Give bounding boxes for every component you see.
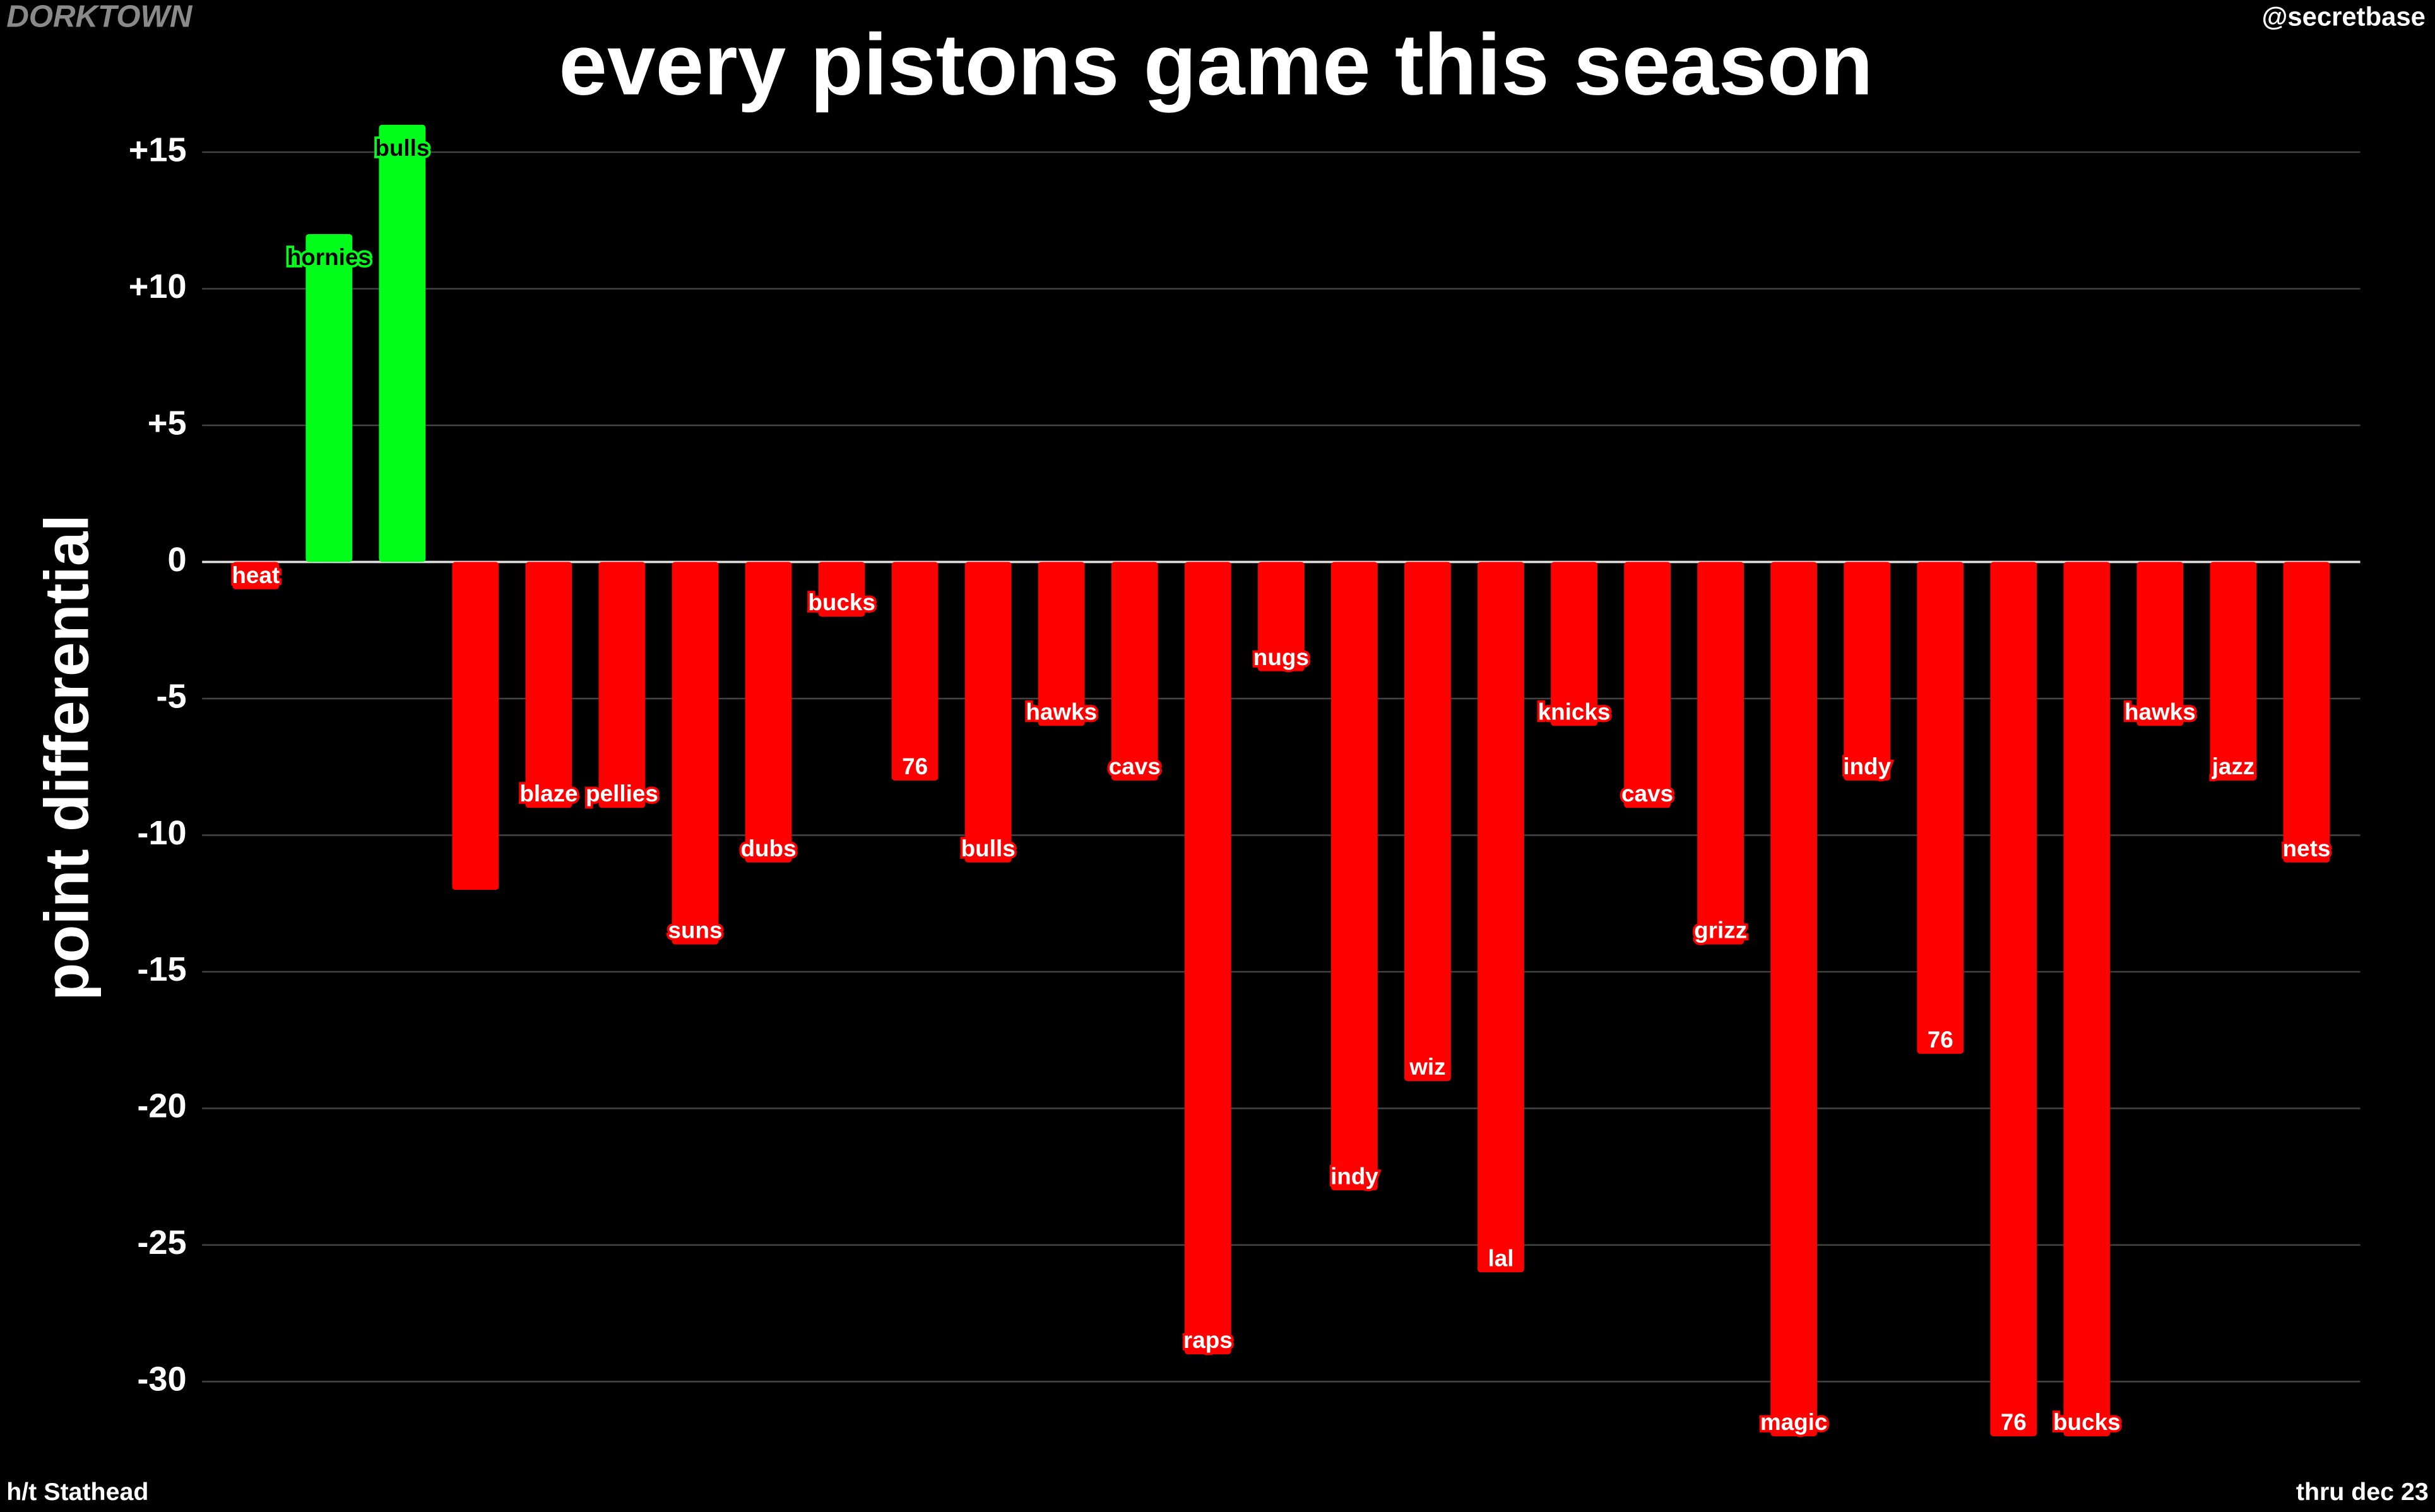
y-tick-label: -25 [137,1224,186,1261]
y-axis-label: point differential [32,514,102,1001]
bar [1551,562,1597,726]
bar-label: suns [668,918,722,943]
bar [2210,562,2257,781]
y-tick-label: +5 [148,404,187,442]
bar-label: heat [232,562,280,588]
bar [1111,562,1158,781]
bar-label: knicks [1538,699,1611,724]
bar-label: hawks [1026,699,1097,724]
bar-label: indy [1330,1163,1378,1189]
bar [1624,562,1671,808]
bar-label: bucks [2053,1409,2121,1435]
bar-label: hawks [2124,699,2196,724]
y-tick-label: -15 [137,950,186,988]
bar-label: 76 [2001,1409,2027,1435]
bar [2283,562,2330,863]
bar [818,562,865,617]
bar-label: pellies [586,781,658,806]
y-tick-label: +15 [129,131,187,168]
handle: @secretbase [2262,2,2426,32]
bar-label: bulls [961,836,1016,861]
bar [1990,562,2037,1436]
bar [1331,562,1378,1191]
bar [1038,562,1085,726]
bar-label: cavs [1621,781,1673,806]
bar-label: wiz [1409,1054,1445,1080]
chart-title: every pistons game this season [559,16,1873,114]
bar [672,562,719,945]
bar [1478,562,1524,1273]
bar-label: blaze [519,781,578,806]
note: thru dec 23 [2296,1478,2429,1506]
bar [1844,562,1891,781]
bar [1697,562,1745,945]
bar [2063,562,2111,1436]
bar [1770,562,1818,1436]
bar-label: bulls [375,135,429,161]
y-tick-label: -20 [137,1087,186,1125]
y-tick-label: 0 [167,541,186,579]
y-tick-label: -5 [156,677,186,715]
bar [1257,562,1305,671]
bar-label: indy [1843,753,1891,779]
bar [379,124,426,562]
bar-label: 76 [1928,1027,1953,1053]
bar-label: lal [1488,1245,1514,1271]
watermark: DORKTOWN [6,0,193,34]
bar-label: 76 [902,753,928,779]
bar-label: grizz [1694,918,1747,943]
y-tick-label: -10 [137,814,186,852]
bar [745,562,792,863]
bar [1184,562,1231,1355]
bar-label: raps [1183,1327,1233,1353]
bar [2136,562,2184,726]
bar-label: hornies [287,244,371,270]
y-tick-label: +10 [129,268,187,305]
bar [525,562,572,808]
bar [1404,562,1451,1082]
bar [232,562,280,589]
y-tick-label: -30 [137,1361,186,1398]
bar-label: nugs [1253,644,1309,670]
credit: h/t Stathead [6,1478,148,1506]
bar-label: bucks [808,589,875,615]
bar-label: magic [1760,1409,1828,1435]
bar-label: jazz [2212,753,2255,779]
bar [964,562,1012,863]
bar [305,233,353,562]
bar-label: nets [2283,836,2331,861]
bar [891,562,939,781]
bar [598,562,646,808]
bar-label: dubs [741,836,797,861]
bar-label: cavs [1109,753,1161,779]
bar [452,562,499,890]
bar [1917,562,1964,1054]
